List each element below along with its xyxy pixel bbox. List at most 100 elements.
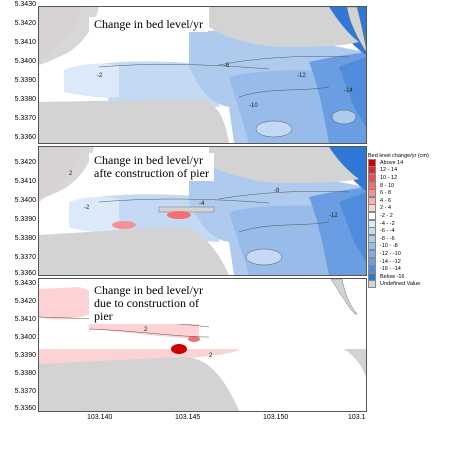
legend-label: -16 - -14 <box>380 266 401 273</box>
y-tick-label: 5.3370 <box>14 388 36 395</box>
y-tick-label: 5.3430 <box>14 280 36 287</box>
legend-label: 6 - 8 <box>380 190 392 197</box>
contour-label: -12 <box>329 213 338 219</box>
y-tick-label: 5.3380 <box>14 370 36 377</box>
legend-item: -10 - -8 <box>368 242 456 251</box>
legend-item: 2 - 4 <box>368 204 456 213</box>
y-tick-label: 5.3420 <box>14 20 36 27</box>
panel-1-title: Change in bed level/yr <box>89 17 208 32</box>
contour-label: -4 <box>199 201 205 207</box>
legend-item: Above 14 <box>368 158 456 167</box>
legend-label: -4 - -2 <box>380 220 395 227</box>
legend-swatch <box>368 211 376 220</box>
legend-label: 4 - 6 <box>380 197 392 204</box>
legend: Bed level change/yr (cm) Above 14 12 - 14… <box>368 153 456 289</box>
legend-label: -14 - -12 <box>380 258 401 265</box>
y-tick-label: 5.3380 <box>14 235 36 242</box>
y-tick-label: 5.3390 <box>14 216 36 223</box>
panel-3-title-line2: due to construction of <box>94 296 199 310</box>
legend-swatch <box>368 272 376 281</box>
y-tick-label: 5.3400 <box>14 334 36 341</box>
y-tick-label: 5.3370 <box>14 254 36 261</box>
panel-2-title: Change in bed level/yr afte construction… <box>89 153 214 181</box>
panel-3-title-line3: pier <box>94 309 113 323</box>
panel-3-map: 2 2 Change in bed level/yr due to constr… <box>38 278 367 412</box>
legend-swatch <box>368 242 376 251</box>
legend-label: -2 - 2 <box>380 212 393 219</box>
legend-swatch <box>368 166 376 175</box>
legend-swatch <box>368 219 376 228</box>
y-tick-label: 5.3420 <box>14 159 36 166</box>
y-tick-label: 5.3410 <box>14 316 36 323</box>
legend-item: 10 - 12 <box>368 173 456 182</box>
legend-label: Below -16 <box>380 273 405 280</box>
y-tick-label: 5.3400 <box>14 197 36 204</box>
legend-item: 8 - 10 <box>368 181 456 190</box>
y-tick-label: 5.3410 <box>14 39 36 46</box>
contour-label: -8 <box>274 188 280 194</box>
legend-item: -14 - -12 <box>368 257 456 266</box>
legend-item: -16 - -14 <box>368 265 456 274</box>
legend-item: 12 - 14 <box>368 166 456 175</box>
legend-item: Below -16 <box>368 272 456 281</box>
panel-3-title: Change in bed level/yr due to constructi… <box>89 283 208 324</box>
panel-2-map: 2 -2 -4 -8 -12 Change in bed level/yr af… <box>38 146 367 276</box>
x-tick-label: 103.140 <box>87 414 113 421</box>
panel-3-title-line1: Change in bed level/yr <box>94 283 203 297</box>
panel-2-title-line2: afte construction of pier <box>94 166 209 180</box>
legend-swatch <box>368 249 376 258</box>
contour-label: -2 <box>84 205 90 211</box>
panel-2-title-line1: Change in bed level/yr <box>94 153 203 167</box>
legend-swatch <box>368 257 376 266</box>
y-tick-label: 5.3360 <box>14 405 36 412</box>
y-tick-label: 5.3390 <box>14 77 36 84</box>
legend-label: 8 - 10 <box>380 182 395 189</box>
legend-swatch <box>368 173 376 182</box>
legend-swatch <box>368 204 376 213</box>
legend-item: -2 - 2 <box>368 211 456 220</box>
y-tick-label: 5.3370 <box>14 115 36 122</box>
legend-swatch <box>368 234 376 243</box>
legend-label: 12 - 14 <box>380 167 398 174</box>
legend-item: 4 - 6 <box>368 196 456 205</box>
legend-swatch <box>368 227 376 236</box>
y-tick-label: 5.3410 <box>14 178 36 185</box>
legend-label: 10 - 12 <box>380 174 398 181</box>
contour-label: -10 <box>249 103 258 109</box>
legend-item: -6 - -4 <box>368 227 456 236</box>
contour-label: 2 <box>69 171 73 177</box>
y-tick-label: 5.3390 <box>14 352 36 359</box>
y-tick-label: 5.3380 <box>14 96 36 103</box>
y-tick-label: 5.3360 <box>14 270 36 277</box>
y-tick-label: 5.3420 <box>14 298 36 305</box>
legend-label: 2 - 4 <box>380 205 392 212</box>
legend-label: Above 14 <box>380 159 404 166</box>
legend-item: Undefined Value <box>368 280 456 289</box>
legend-label: -8 - -6 <box>380 235 395 242</box>
legend-swatch <box>368 181 376 190</box>
legend-label: -12 - -10 <box>380 250 401 257</box>
legend-swatch <box>368 280 376 289</box>
legend-item: 6 - 8 <box>368 189 456 198</box>
y-tick-label: 5.3430 <box>14 1 36 8</box>
legend-label: -10 - -8 <box>380 243 398 250</box>
contour-label: -12 <box>297 73 306 79</box>
contour-label: -14 <box>344 88 353 94</box>
x-tick-label: 103.150 <box>263 414 289 421</box>
legend-swatch <box>368 189 376 198</box>
y-tick-label: 5.3400 <box>14 58 36 65</box>
legend-label: Undefined Value <box>380 281 421 288</box>
contour-label: 2 <box>144 327 148 333</box>
contour-label: 2 <box>209 353 213 359</box>
x-tick-label: 103.145 <box>175 414 201 421</box>
x-tick-label: 103.1 <box>348 414 366 421</box>
legend-item: -8 - -6 <box>368 234 456 243</box>
legend-title: Bed level change/yr (cm) <box>368 153 429 159</box>
contour-label: -6 <box>224 63 230 69</box>
legend-swatch <box>368 196 376 205</box>
legend-swatch <box>368 265 376 274</box>
legend-label: -6 - -4 <box>380 228 395 235</box>
legend-item: -12 - -10 <box>368 249 456 258</box>
legend-swatch <box>368 158 376 167</box>
